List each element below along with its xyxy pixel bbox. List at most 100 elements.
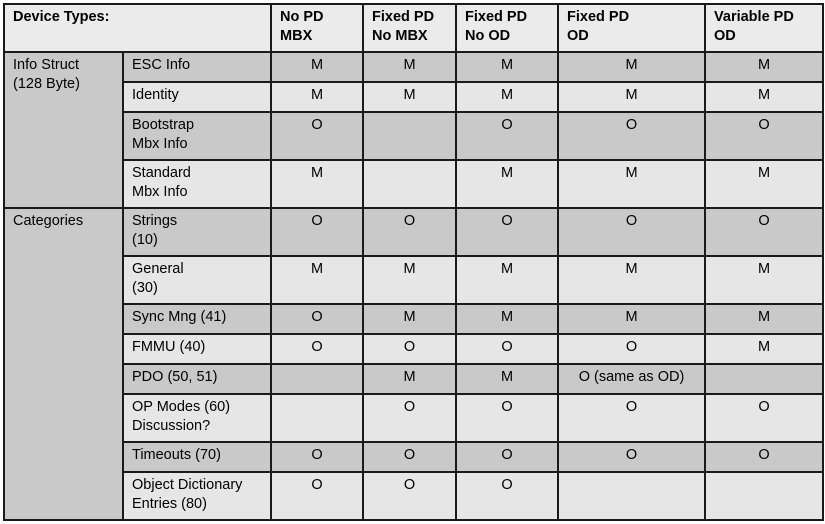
value-cell: M	[455, 51, 560, 83]
row-label: General (30)	[121, 255, 273, 305]
value-cell: M	[704, 255, 825, 305]
value-cell: O	[270, 333, 365, 365]
value-cell: O	[557, 111, 707, 161]
cell-text: Object Dictionary	[132, 477, 243, 493]
table-row: OP Modes (60) Discussion? O O O O	[4, 393, 825, 443]
cell-text: No PD	[280, 9, 324, 25]
value-cell: O	[455, 111, 560, 161]
table-row: PDO (50, 51) M M O (same as OD)	[4, 363, 825, 395]
value-cell: O	[557, 393, 707, 443]
row-label: Timeouts (70)	[121, 441, 273, 473]
column-header: Fixed PD OD	[557, 3, 707, 53]
value-cell: M	[455, 159, 560, 209]
value-cell: M	[455, 81, 560, 113]
value-cell	[557, 471, 707, 521]
value-cell: M	[270, 81, 365, 113]
cell-text: Mbx Info	[132, 136, 188, 152]
cell-text: (30)	[132, 280, 158, 296]
value-cell: O	[704, 441, 825, 473]
cell-text: MBX	[280, 28, 313, 44]
value-cell: O	[455, 441, 560, 473]
row-label: Sync Mng (41)	[121, 303, 273, 335]
cell-text: No MBX	[372, 28, 428, 44]
value-cell	[704, 471, 825, 521]
table-row: General (30) M M M M M	[4, 255, 825, 305]
row-label: OP Modes (60) Discussion?	[121, 393, 273, 443]
cell-text: OD	[567, 28, 589, 44]
value-cell: O	[455, 207, 560, 257]
group-label: Info Struct (128 Byte)	[3, 51, 124, 209]
cell-text: FMMU (40)	[132, 339, 206, 355]
column-header: Fixed PD No OD	[455, 3, 560, 53]
table-row: Bootstrap Mbx Info O O O O	[4, 111, 825, 161]
value-cell	[362, 111, 458, 161]
value-cell: O	[270, 207, 365, 257]
value-cell: O	[704, 393, 825, 443]
cell-text: No OD	[465, 28, 511, 44]
value-cell: O (same as OD)	[557, 363, 707, 395]
value-cell: M	[362, 81, 458, 113]
value-cell: M	[270, 159, 365, 209]
value-cell: M	[557, 51, 707, 83]
cell-text: Mbx Info	[132, 184, 188, 200]
value-cell: O	[557, 333, 707, 365]
row-label: ESC Info	[121, 51, 273, 83]
value-cell: O	[455, 333, 560, 365]
header-row: Device Types: No PD MBX Fixed PD No MBX Fixed…	[2, 3, 825, 53]
cell-text: Sync Mng (41)	[132, 309, 227, 325]
value-cell	[270, 393, 365, 443]
value-cell: M	[704, 51, 825, 83]
value-cell: O	[362, 333, 458, 365]
cell-text: Variable PD	[714, 9, 794, 25]
cell-text: Bootstrap	[132, 117, 195, 133]
value-cell: O	[704, 111, 825, 161]
column-header: No PD MBX	[270, 3, 365, 53]
value-cell: M	[557, 255, 707, 305]
value-cell: M	[270, 255, 365, 305]
value-cell: M	[362, 363, 458, 395]
cell-text: Entries (80)	[132, 496, 207, 512]
value-cell: M	[270, 51, 365, 83]
table-row: FMMU (40) O O O O M	[4, 333, 825, 365]
table-row: Timeouts (70) O O O O O	[4, 441, 825, 473]
value-cell: M	[557, 81, 707, 113]
cell-text: Fixed PD	[465, 9, 528, 25]
row-label: PDO (50, 51)	[121, 363, 273, 395]
table-row: Info Struct (128 Byte) ESC Info M M M M M	[3, 51, 825, 209]
value-cell: M	[704, 303, 825, 335]
cell-text: Info Struct	[13, 57, 80, 73]
device-types-table: Device Types: No PD MBX Fixed PD No MBX Fixed…	[2, 3, 825, 521]
table-row: Object Dictionary Entries (80) O O O	[4, 471, 825, 521]
row-label: Standard Mbx Info	[121, 159, 273, 209]
value-cell	[362, 159, 458, 209]
cell-text: Standard	[132, 165, 191, 181]
value-cell: M	[557, 159, 707, 209]
value-cell: O	[455, 393, 560, 443]
value-cell: O	[557, 441, 707, 473]
value-cell: O	[362, 207, 458, 257]
row-label: Strings (10)	[121, 207, 273, 257]
value-cell: M	[362, 51, 458, 83]
value-cell: O	[362, 471, 458, 521]
row-label: Bootstrap Mbx Info	[121, 111, 273, 161]
value-cell: M	[704, 159, 825, 209]
table-row: Identity M M M M M	[4, 81, 825, 113]
value-cell: O	[362, 393, 458, 443]
value-cell: O	[704, 207, 825, 257]
row-label: Identity	[121, 81, 273, 113]
cell-text: ESC Info	[132, 57, 191, 73]
table-row: Standard Mbx Info M M M M	[4, 159, 825, 209]
cell-text: PDO (50, 51)	[132, 369, 218, 385]
cell-text: Identity	[132, 87, 179, 103]
table-row: Categories Strings (10) O O O O O	[3, 207, 825, 521]
value-cell: M	[704, 81, 825, 113]
cell-text: (10)	[132, 232, 158, 248]
cell-text: Fixed PD	[372, 9, 435, 25]
value-cell: M	[455, 255, 560, 305]
cell-text: Categories	[13, 213, 84, 229]
value-cell: M	[362, 255, 458, 305]
value-cell: O	[270, 441, 365, 473]
cell-text: General	[132, 261, 184, 277]
column-header: Fixed PD No MBX	[362, 3, 458, 53]
group-label: Categories	[3, 207, 124, 521]
